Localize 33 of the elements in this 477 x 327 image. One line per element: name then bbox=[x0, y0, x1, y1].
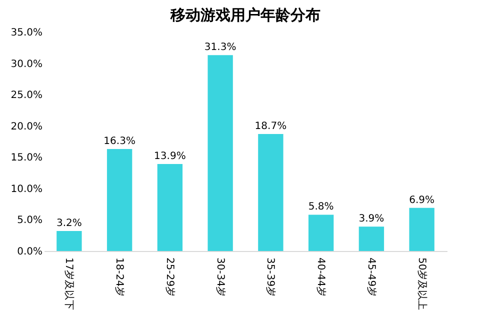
x-tick-label: 17岁及以下 bbox=[63, 258, 76, 310]
data-label: 16.3% bbox=[104, 136, 136, 148]
x-tick-label: 40-44岁 bbox=[315, 258, 328, 297]
y-tick-label: 15.0% bbox=[10, 152, 42, 164]
bar bbox=[258, 134, 284, 251]
data-label: 31.3% bbox=[204, 42, 236, 54]
bar bbox=[358, 226, 384, 251]
bar bbox=[409, 208, 434, 251]
x-tick-label: 25-29岁 bbox=[164, 258, 176, 297]
y-tick-label: 0.0% bbox=[17, 246, 42, 258]
x-tick-label: 30-34岁 bbox=[214, 258, 226, 297]
data-label: 13.9% bbox=[154, 151, 186, 162]
chart-title: 移动游戏用户年龄分布 bbox=[170, 6, 320, 24]
y-tick-label: 5.0% bbox=[17, 215, 42, 226]
y-tick-label: 20.0% bbox=[10, 121, 42, 132]
data-label: 18.7% bbox=[254, 120, 287, 132]
y-tick-label: 25.0% bbox=[10, 90, 42, 102]
data-label: 3.9% bbox=[358, 214, 384, 225]
bar bbox=[157, 164, 183, 251]
x-tick-label: 18-24岁 bbox=[114, 258, 126, 297]
bar bbox=[308, 214, 334, 251]
data-label: 5.8% bbox=[308, 202, 334, 213]
bar bbox=[106, 149, 132, 251]
bar bbox=[208, 55, 233, 251]
y-tick-label: 30.0% bbox=[10, 58, 42, 70]
x-tick-label: 35-39岁 bbox=[264, 258, 277, 297]
x-tick-label: 50岁及以上 bbox=[416, 258, 428, 310]
data-label: 6.9% bbox=[409, 194, 435, 206]
y-tick-label: 10.0% bbox=[10, 184, 42, 195]
bar bbox=[56, 230, 82, 251]
x-tick-label: 45-49岁 bbox=[365, 258, 378, 297]
data-label: 3.2% bbox=[56, 218, 82, 229]
y-tick-label: 35.0% bbox=[10, 28, 42, 38]
